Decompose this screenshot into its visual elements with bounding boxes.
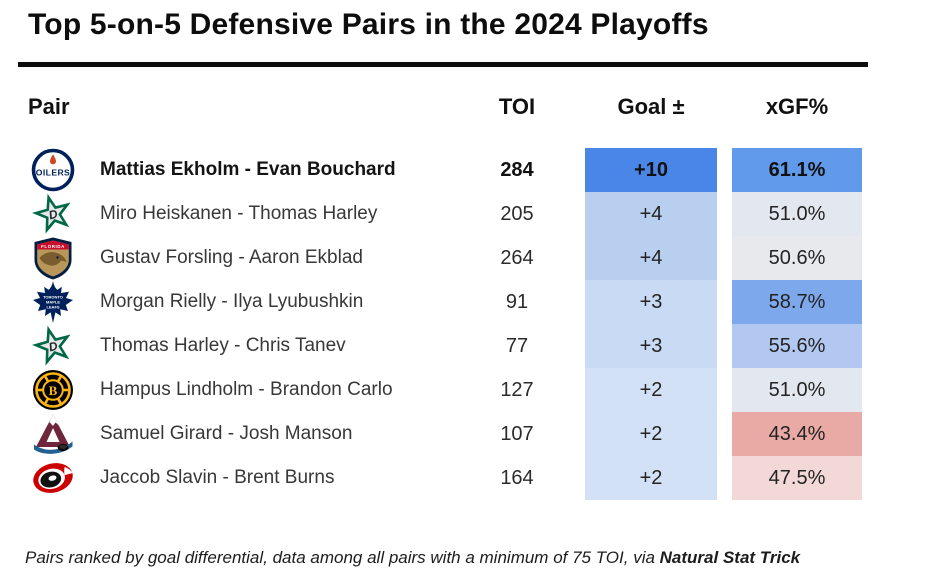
goal-diff-cell: +2 [585,368,717,412]
goal-diff-cell: +4 [585,192,717,236]
goal-diff-cell: +2 [585,412,717,456]
toi-value: 107 [500,422,534,445]
footer-text: Pairs ranked by goal differential, data … [25,548,660,567]
svg-text:LEAFS: LEAFS [46,305,59,310]
svg-text:B: B [49,383,58,398]
toi-value: 205 [500,202,534,225]
table-row: OILERS Mattias Ekholm - Evan Bouchard 28… [0,148,946,192]
goal-diff-cell: +10 [585,148,717,192]
title-divider [18,62,868,67]
xgf-cell: 51.0% [732,368,862,412]
table-row: TORONTO MAPLE LEAFS Morgan Rielly - Ilya… [0,280,946,324]
column-header-goal-diff: Goal ± [617,94,685,119]
table-row: D Miro Heiskanen - Thomas Harley 205 +4 … [0,192,946,236]
team-logo: TORONTO MAPLE LEAFS [28,280,78,324]
pair-name: Jaccob Slavin - Brent Burns [100,467,335,488]
svg-text:OILERS: OILERS [36,168,70,178]
pair-name: Samuel Girard - Josh Manson [100,423,353,444]
team-logo [28,412,78,456]
svg-text:TORONTO: TORONTO [43,295,63,300]
dallas-stars-logo: D [31,193,71,234]
footer-note: Pairs ranked by goal differential, data … [25,548,925,568]
toi-value: 164 [500,466,534,489]
table-row: FLORIDA Gustav Forsling - Aaron Ekblad 2… [0,236,946,280]
footer-source: Natural Stat Trick [659,548,801,567]
svg-text:MAPLE: MAPLE [46,300,60,305]
colorado-avalanche-logo [34,414,73,454]
svg-text:D: D [47,207,59,223]
toi-value: 284 [500,158,534,181]
xgf-cell: 58.7% [732,280,862,324]
florida-panthers-logo: FLORIDA [34,237,72,280]
table-row: Samuel Girard - Josh Manson 107 +2 43.4% [0,412,946,456]
pair-name: Hampus Lindholm - Brandon Carlo [100,379,393,400]
pair-name: Miro Heiskanen - Thomas Harley [100,203,378,224]
table-row: D Thomas Harley - Chris Tanev 77 +3 55.6… [0,324,946,368]
page-title: Top 5-on-5 Defensive Pairs in the 2024 P… [28,8,709,41]
pair-name: Morgan Rielly - Ilya Lyubushkin [100,291,364,312]
team-logo: D [28,192,78,236]
pair-name: Thomas Harley - Chris Tanev [100,335,346,356]
team-logo [28,456,78,500]
team-logo: OILERS [28,148,78,192]
xgf-cell: 47.5% [732,456,862,500]
toronto-maple-leafs-logo: TORONTO MAPLE LEAFS [33,281,73,323]
dallas-stars-logo: D [31,325,71,366]
xgf-cell: 55.6% [732,324,862,368]
boston-bruins-logo: B [33,370,73,410]
team-logo: D [28,324,78,368]
team-logo: FLORIDA [28,236,78,280]
team-logo: B [28,368,78,412]
goal-diff-cell: +2 [585,456,717,500]
table-rows: OILERS Mattias Ekholm - Evan Bouchard 28… [0,148,946,500]
xgf-cell: 61.1% [732,148,862,192]
xgf-cell: 51.0% [732,192,862,236]
column-header-pair: Pair [28,94,70,119]
goal-diff-cell: +4 [585,236,717,280]
table-row: B Hampus Lindholm - Brandon Carlo 127 +2… [0,368,946,412]
pair-name: Gustav Forsling - Aaron Ekblad [100,247,363,268]
goal-diff-cell: +3 [585,280,717,324]
edmonton-oilers-logo: OILERS [31,148,75,192]
pair-name: Mattias Ekholm - Evan Bouchard [100,159,396,180]
xgf-cell: 43.4% [732,412,862,456]
xgf-cell: 50.6% [732,236,862,280]
goal-diff-cell: +3 [585,324,717,368]
carolina-hurricanes-logo [33,463,73,493]
svg-text:D: D [47,339,59,355]
toi-value: 127 [500,378,534,401]
column-header-toi: TOI [498,94,536,119]
column-header-xgf: xGF% [765,94,829,119]
toi-value: 77 [505,334,529,357]
svg-text:FLORIDA: FLORIDA [41,244,65,249]
toi-value: 91 [505,290,529,313]
toi-value: 264 [500,246,534,269]
table-row: Jaccob Slavin - Brent Burns 164 +2 47.5% [0,456,946,500]
